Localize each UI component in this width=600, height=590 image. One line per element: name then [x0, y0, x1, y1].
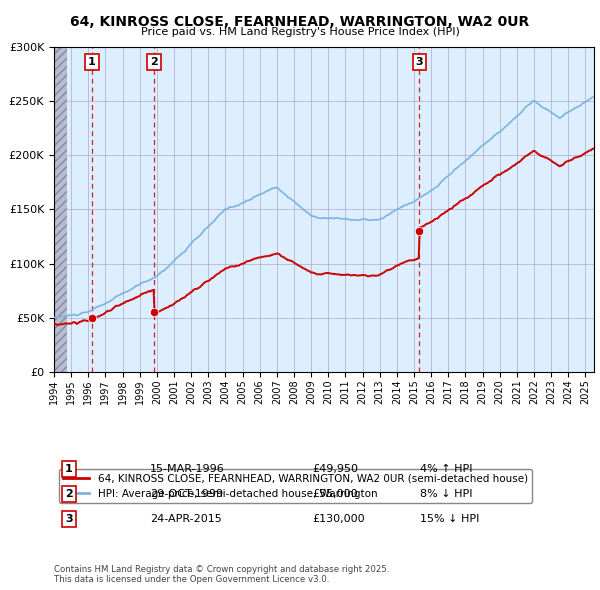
Text: Price paid vs. HM Land Registry's House Price Index (HPI): Price paid vs. HM Land Registry's House …	[140, 27, 460, 37]
Text: 8% ↓ HPI: 8% ↓ HPI	[420, 489, 473, 499]
Text: 2: 2	[65, 489, 73, 499]
Text: Contains HM Land Registry data © Crown copyright and database right 2025.
This d: Contains HM Land Registry data © Crown c…	[54, 565, 389, 584]
Text: 24-APR-2015: 24-APR-2015	[150, 514, 222, 524]
Text: 4% ↑ HPI: 4% ↑ HPI	[420, 464, 473, 474]
Text: 64, KINROSS CLOSE, FEARNHEAD, WARRINGTON, WA2 0UR: 64, KINROSS CLOSE, FEARNHEAD, WARRINGTON…	[70, 15, 530, 29]
Text: 2: 2	[150, 57, 158, 67]
Text: £130,000: £130,000	[312, 514, 365, 524]
Text: 1: 1	[88, 57, 96, 67]
Legend: 64, KINROSS CLOSE, FEARNHEAD, WARRINGTON, WA2 0UR (semi-detached house), HPI: Av: 64, KINROSS CLOSE, FEARNHEAD, WARRINGTON…	[59, 470, 532, 503]
Text: 29-OCT-1999: 29-OCT-1999	[150, 489, 223, 499]
Text: 3: 3	[416, 57, 423, 67]
Text: 3: 3	[65, 514, 73, 524]
Text: 15% ↓ HPI: 15% ↓ HPI	[420, 514, 479, 524]
Bar	[54, 47, 67, 372]
Text: 15-MAR-1996: 15-MAR-1996	[150, 464, 225, 474]
Text: 1: 1	[65, 464, 73, 474]
Text: £55,000: £55,000	[312, 489, 358, 499]
Text: £49,950: £49,950	[312, 464, 358, 474]
